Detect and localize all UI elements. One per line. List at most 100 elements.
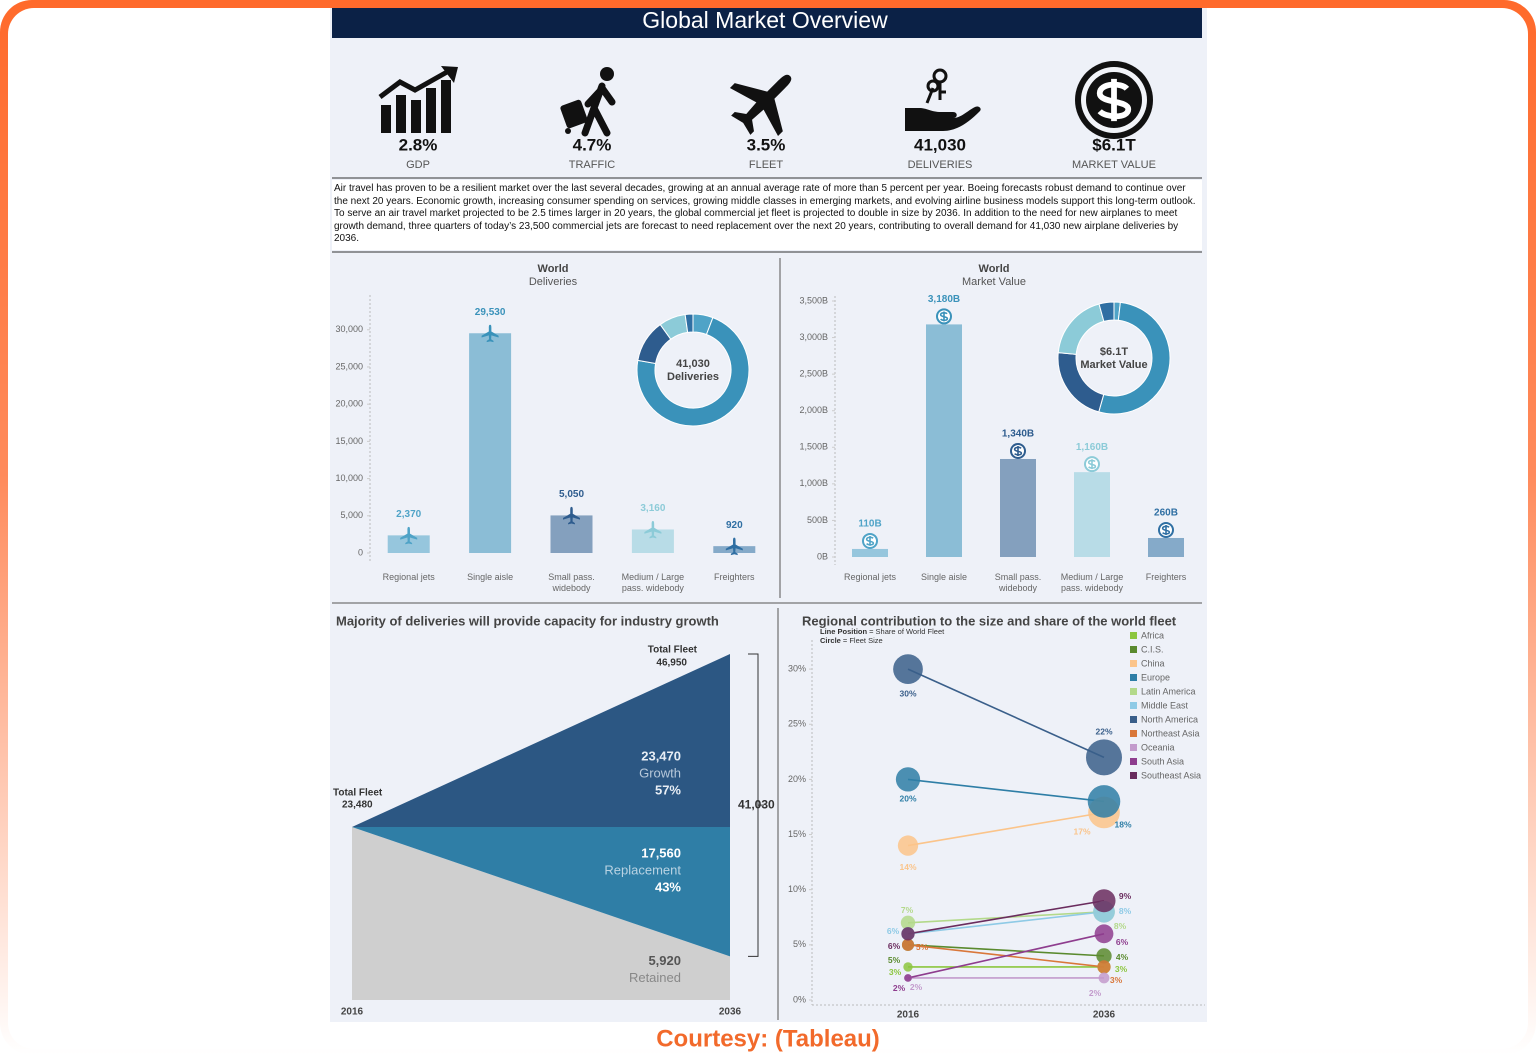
y-tick-label: 10% [788,884,806,894]
total-label: Total Fleet [648,645,698,656]
legend-label: Middle East [1141,700,1189,710]
value-label: 5% [916,942,929,952]
y-tick-label: 15% [788,829,806,839]
value-label: 22% [1095,727,1112,737]
donut-center-sublabel: Market Value [1080,359,1147,371]
bar-icon-sign [1087,459,1097,470]
credit: Courtesy: (Tableau) [656,1025,880,1052]
kpi-label: FLEET [749,159,784,171]
kpi-value: 4.7% [573,135,612,154]
bar-icon-sign [1161,525,1171,535]
value-label: 30% [899,688,916,698]
slope-line [907,778,1105,803]
fleet-circle [1096,948,1112,964]
bar-icon-sign [1013,446,1023,456]
icon-wheel [565,128,571,134]
description-background [332,180,1202,250]
fleet-circle [904,974,912,982]
chart-subtitle: Market Value [962,276,1026,288]
value-label: 2% [910,982,923,992]
x-tick-label: 2016 [341,1007,364,1018]
fleet-circle [900,915,916,930]
note-key: Circle [820,636,841,645]
legend-swatch [1130,744,1137,751]
y-tick-label: 0% [793,994,806,1004]
area-layer [352,826,730,957]
value-label: 18% [1114,820,1131,830]
segment-value: 23,470 [641,748,681,763]
x-tick-label: 2016 [897,1010,920,1021]
fleet-circle [895,767,921,792]
legend-swatch [1130,646,1137,653]
y-tick-label: 10,000 [335,473,363,483]
bar [1000,458,1036,557]
y-tick-label: 2,000B [799,405,828,415]
value-label: 110B [858,519,881,530]
area-layer [352,654,730,827]
y-tick-label: 2,500B [799,369,828,379]
bar-icon [725,537,743,556]
value-label: 2% [893,983,906,993]
y-tick-label: 25,000 [335,361,363,371]
legend-swatch [1130,758,1137,765]
y-tick-label: 20% [788,774,806,784]
bar [1074,472,1110,557]
value-label: 2% [1089,988,1102,998]
kpi-value: 2.8% [399,135,438,154]
value-label: 3% [1110,975,1123,985]
value-label: 260B [1154,508,1178,519]
value-label: 920 [726,520,743,531]
note-key: Line Position [820,627,868,636]
value-label: 8% [1119,906,1132,916]
icon-arrow [378,69,449,99]
icon-bar [441,80,451,133]
value-label: 4% [1116,952,1129,962]
legend-label: Northeast Asia [1141,728,1200,738]
y-tick-label: 25% [788,719,806,729]
fleet-circle [1097,960,1111,974]
value-label: 3,160 [640,503,665,514]
bar [852,548,888,557]
bracket [748,653,764,957]
segment-name: Retained [629,970,681,985]
y-tick-label: 0 [358,547,363,557]
dashboard-title: Global Market Overview [642,7,888,33]
y-tick-label: 1,000B [799,478,828,488]
y-tick-label: 500B [807,515,828,525]
fleet-circle [1098,972,1110,984]
kpi-icons [378,61,1153,139]
kpi-label: GDP [406,159,430,171]
icon-suitcase [560,99,588,129]
legend-label: Oceania [1141,742,1175,752]
icon-key [926,79,940,93]
chart-title: World [979,263,1010,275]
icon-person [581,82,616,137]
bar-icon [481,324,499,343]
value-label: 6% [887,926,900,936]
kpi-label: TRAFFIC [569,159,615,171]
legend-label: Europe [1141,672,1170,682]
value-label: 3,180B [928,294,960,305]
kpi-value: 41,030 [914,135,966,154]
legend-label: C.I.S. [1141,644,1164,654]
area-layer [352,826,730,1000]
fleet-circle [893,654,923,684]
bar-icon [644,520,662,539]
bar [469,333,512,553]
legend-label: Southeast Asia [1141,770,1201,780]
donut-center-sublabel: Deliveries [667,371,719,383]
chart-title: Majority of deliveries will provide capa… [336,613,719,628]
bar-icon [400,526,418,545]
total-label: Total Fleet [333,788,383,799]
total-value: 46,950 [656,658,687,669]
bar [387,535,430,553]
legend-label: Latin America [1141,686,1196,696]
segment-value: 17,560 [641,845,681,860]
value-label: 9% [1119,891,1132,901]
legend-swatch [1130,688,1137,695]
segment-share: 43% [655,879,681,894]
donut-segment [636,317,750,427]
slope-line [907,811,1105,847]
slope-line [907,668,1105,759]
donut-segment [1098,301,1115,322]
